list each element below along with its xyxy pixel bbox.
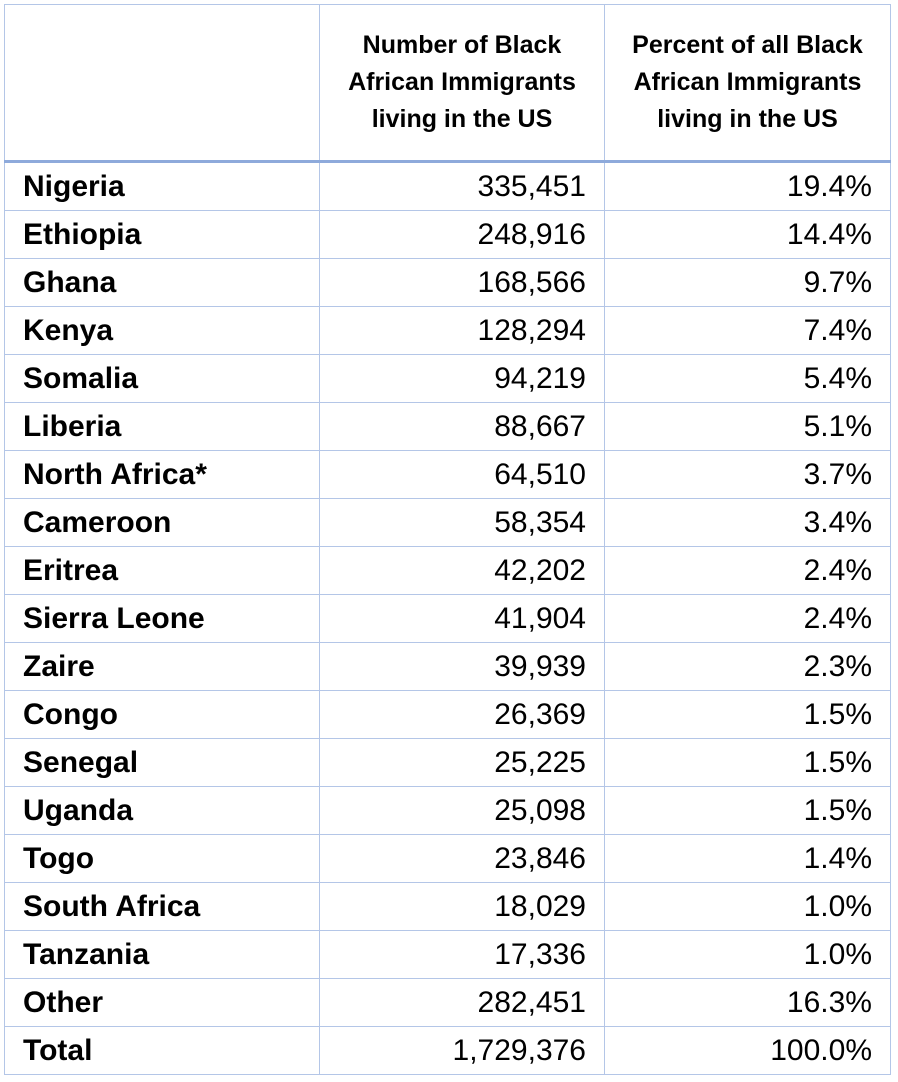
table-row: Cameroon 58,354 3.4% xyxy=(4,498,891,547)
country-cell: Nigeria xyxy=(4,161,320,211)
table-row: Ethiopia 248,916 14.4% xyxy=(4,210,891,259)
percent-cell: 3.7% xyxy=(604,450,891,499)
table-row: Ghana 168,566 9.7% xyxy=(4,258,891,307)
country-cell: Cameroon xyxy=(4,498,320,547)
country-cell: Zaire xyxy=(4,642,320,691)
percent-cell: 1.0% xyxy=(604,930,891,979)
percent-cell: 1.5% xyxy=(604,690,891,739)
country-cell: Eritrea xyxy=(4,546,320,595)
country-cell: Congo xyxy=(4,690,320,739)
table-row: Nigeria 335,451 19.4% xyxy=(4,161,891,211)
table-row: Liberia 88,667 5.1% xyxy=(4,402,891,451)
percent-cell: 2.4% xyxy=(604,546,891,595)
percent-cell: 19.4% xyxy=(604,161,891,211)
immigrants-table: Number of Black African Immigrants livin… xyxy=(4,4,891,1075)
table-row: Senegal 25,225 1.5% xyxy=(4,738,891,787)
percent-cell: 2.3% xyxy=(604,642,891,691)
number-cell: 128,294 xyxy=(319,306,605,355)
percent-cell: 5.1% xyxy=(604,402,891,451)
percent-cell: 9.7% xyxy=(604,258,891,307)
percent-cell: 5.4% xyxy=(604,354,891,403)
table-row: Sierra Leone 41,904 2.4% xyxy=(4,594,891,643)
number-cell: 26,369 xyxy=(319,690,605,739)
number-cell: 168,566 xyxy=(319,258,605,307)
table-row: North Africa* 64,510 3.7% xyxy=(4,450,891,499)
number-cell: 58,354 xyxy=(319,498,605,547)
table-body: Nigeria 335,451 19.4% Ethiopia 248,916 14.4% G… xyxy=(4,161,891,1075)
country-cell: Total xyxy=(4,1026,320,1075)
percent-cell: 2.4% xyxy=(604,594,891,643)
percent-cell: 16.3% xyxy=(604,978,891,1027)
number-cell: 1,729,376 xyxy=(319,1026,605,1075)
country-cell: Sierra Leone xyxy=(4,594,320,643)
immigrants-table-container: Number of Black African Immigrants livin… xyxy=(4,4,891,1075)
number-cell: 248,916 xyxy=(319,210,605,259)
header-percent: Percent of all Black African Immigrants … xyxy=(604,4,891,163)
table-row: Eritrea 42,202 2.4% xyxy=(4,546,891,595)
number-cell: 18,029 xyxy=(319,882,605,931)
header-number: Number of Black African Immigrants livin… xyxy=(319,4,605,163)
country-cell: Senegal xyxy=(4,738,320,787)
country-cell: South Africa xyxy=(4,882,320,931)
country-cell: Tanzania xyxy=(4,930,320,979)
total-row: Total 1,729,376 100.0% xyxy=(4,1026,891,1075)
country-cell: Liberia xyxy=(4,402,320,451)
table-row: Tanzania 17,336 1.0% xyxy=(4,930,891,979)
country-cell: Other xyxy=(4,978,320,1027)
percent-cell: 1.5% xyxy=(604,738,891,787)
country-cell: Uganda xyxy=(4,786,320,835)
number-cell: 41,904 xyxy=(319,594,605,643)
percent-cell: 1.5% xyxy=(604,786,891,835)
number-cell: 94,219 xyxy=(319,354,605,403)
number-cell: 88,667 xyxy=(319,402,605,451)
percent-cell: 3.4% xyxy=(604,498,891,547)
country-cell: Ghana xyxy=(4,258,320,307)
percent-cell: 100.0% xyxy=(604,1026,891,1075)
number-cell: 39,939 xyxy=(319,642,605,691)
percent-cell: 14.4% xyxy=(604,210,891,259)
country-cell: Togo xyxy=(4,834,320,883)
table-header: Number of Black African Immigrants livin… xyxy=(4,4,891,163)
country-cell: Kenya xyxy=(4,306,320,355)
table-row: Somalia 94,219 5.4% xyxy=(4,354,891,403)
country-cell: Somalia xyxy=(4,354,320,403)
table-row: Other 282,451 16.3% xyxy=(4,978,891,1027)
number-cell: 335,451 xyxy=(319,161,605,211)
number-cell: 64,510 xyxy=(319,450,605,499)
percent-cell: 1.0% xyxy=(604,882,891,931)
table-row: Kenya 128,294 7.4% xyxy=(4,306,891,355)
header-empty xyxy=(4,4,320,163)
number-cell: 17,336 xyxy=(319,930,605,979)
table-row: Uganda 25,098 1.5% xyxy=(4,786,891,835)
number-cell: 23,846 xyxy=(319,834,605,883)
table-row: South Africa 18,029 1.0% xyxy=(4,882,891,931)
country-cell: North Africa* xyxy=(4,450,320,499)
number-cell: 25,225 xyxy=(319,738,605,787)
number-cell: 25,098 xyxy=(319,786,605,835)
header-row: Number of Black African Immigrants livin… xyxy=(4,4,891,163)
table-row: Zaire 39,939 2.3% xyxy=(4,642,891,691)
number-cell: 42,202 xyxy=(319,546,605,595)
number-cell: 282,451 xyxy=(319,978,605,1027)
country-cell: Ethiopia xyxy=(4,210,320,259)
percent-cell: 7.4% xyxy=(604,306,891,355)
table-row: Congo 26,369 1.5% xyxy=(4,690,891,739)
percent-cell: 1.4% xyxy=(604,834,891,883)
table-row: Togo 23,846 1.4% xyxy=(4,834,891,883)
